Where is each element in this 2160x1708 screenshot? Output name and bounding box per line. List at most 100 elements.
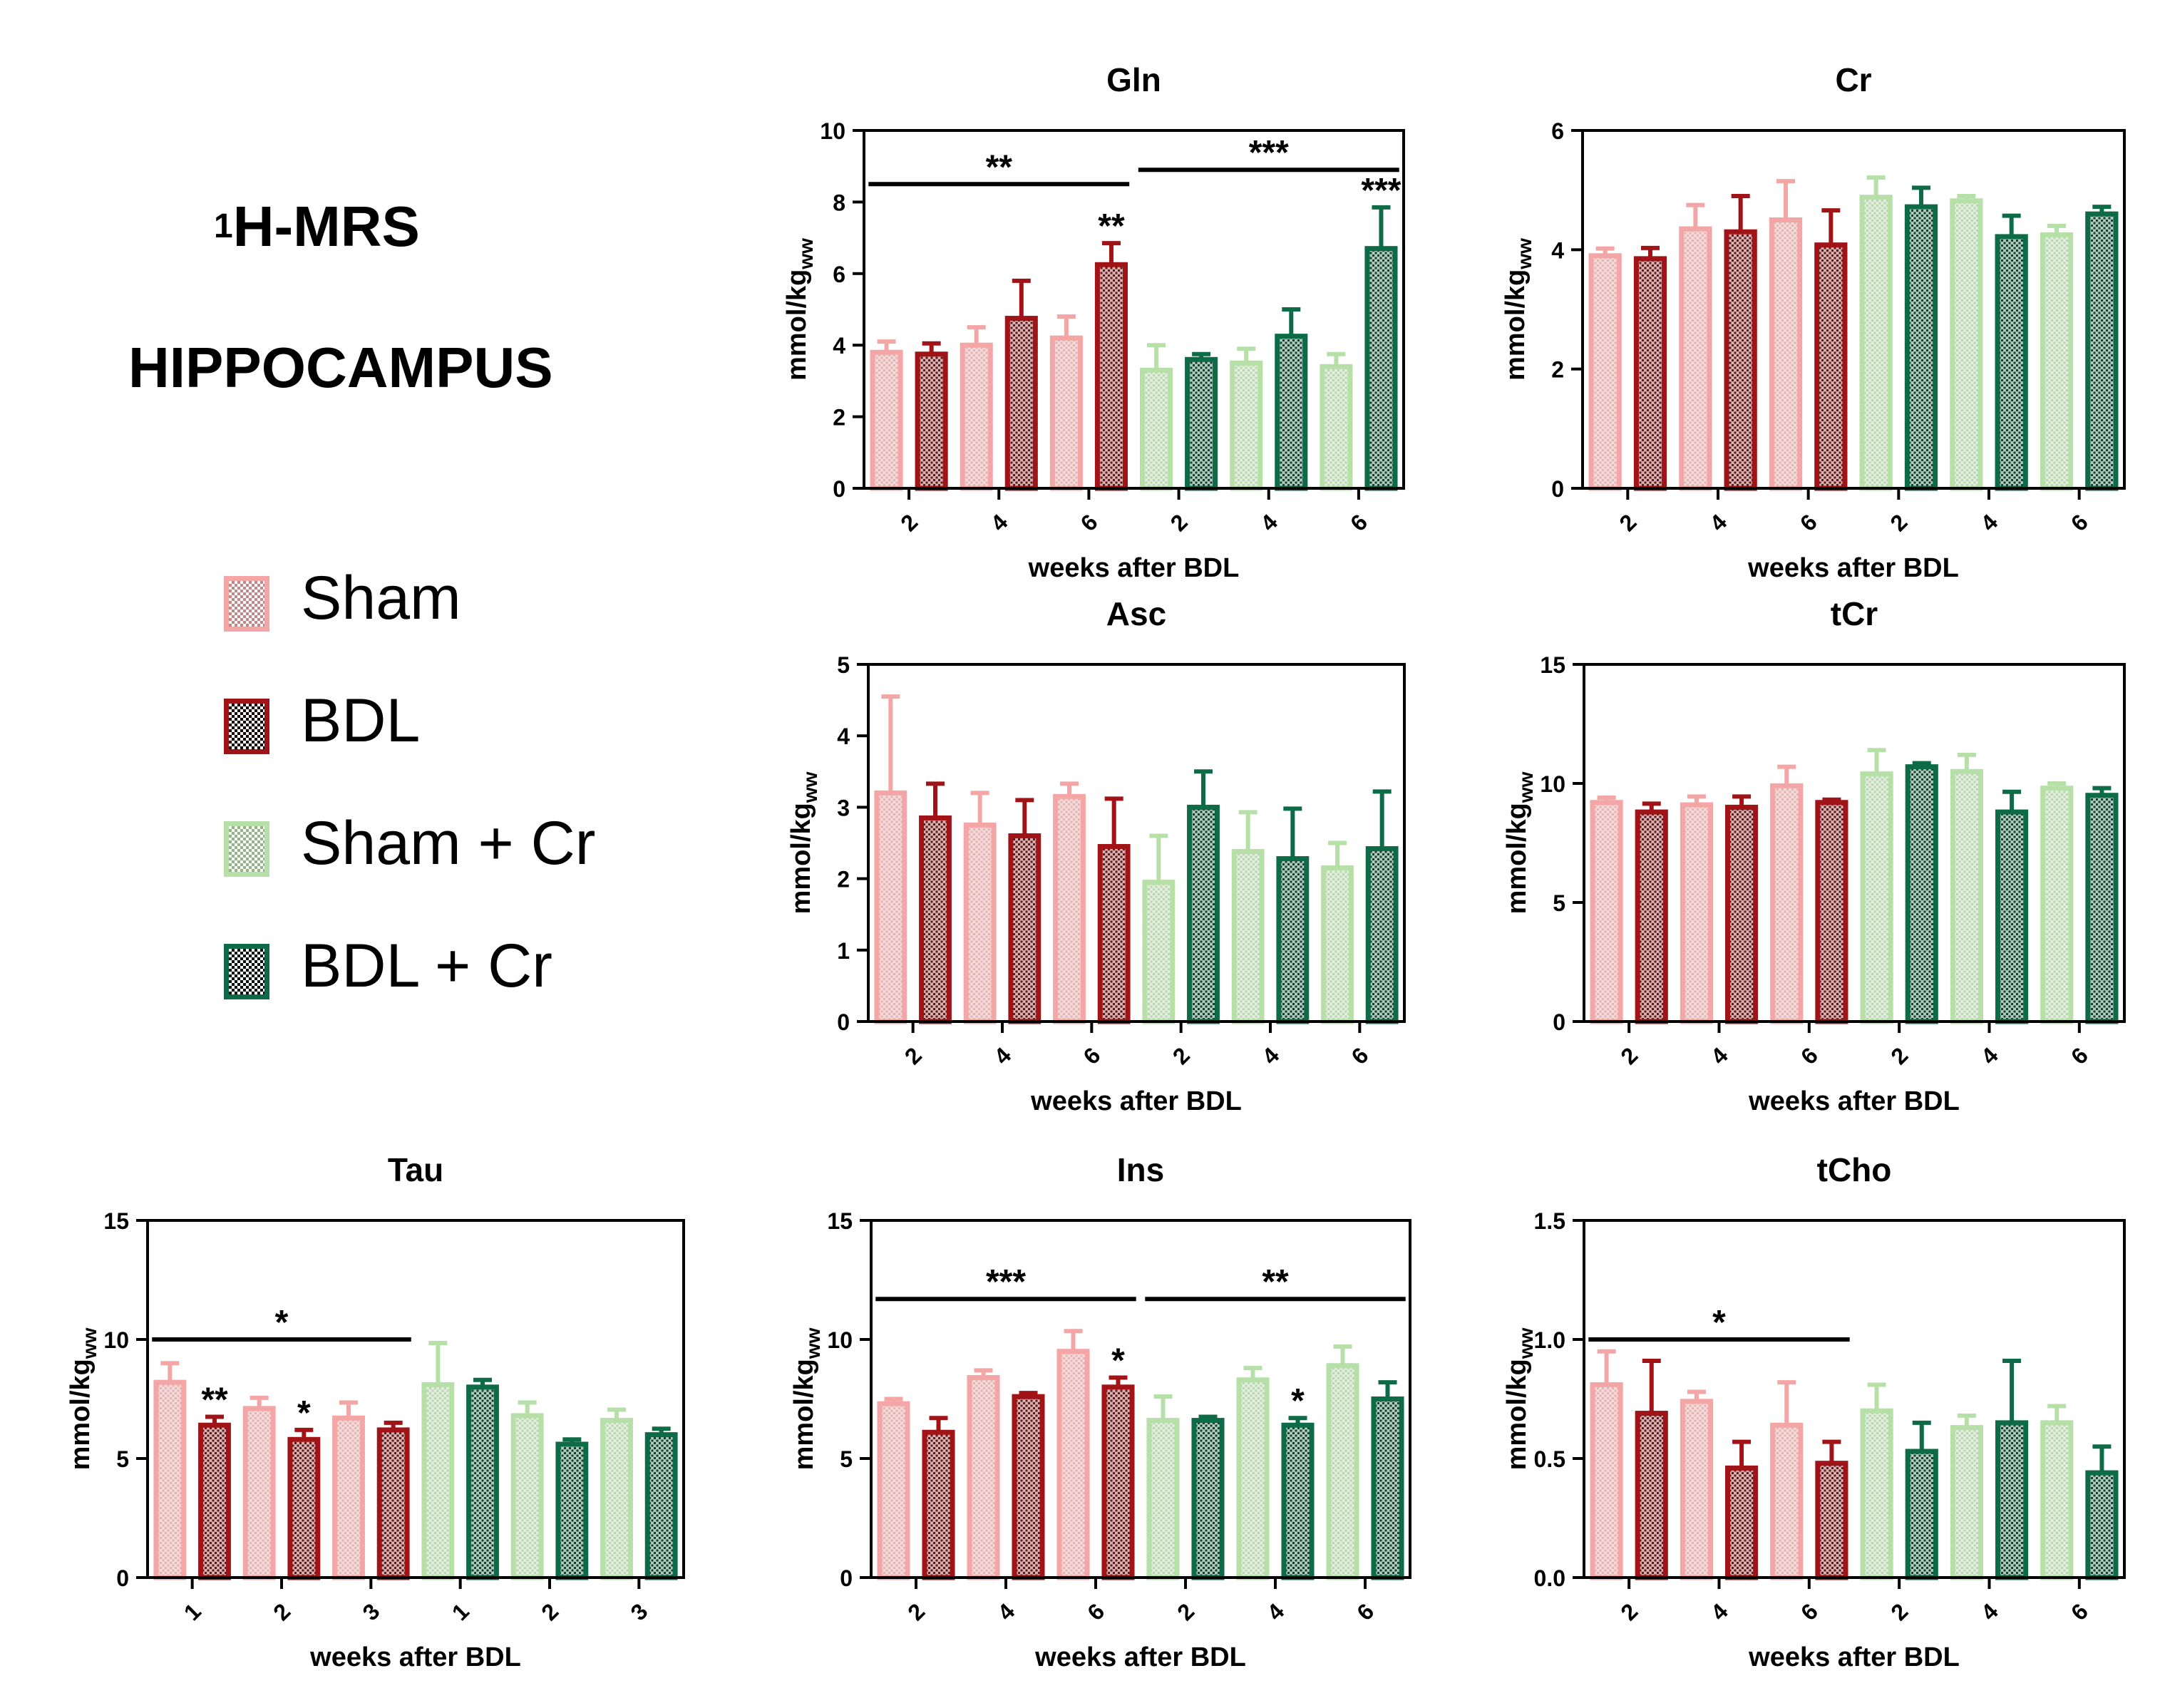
bar-fill-bdl-cr bbox=[2089, 216, 2114, 486]
x-tick-label: 6 bbox=[1079, 1042, 1106, 1069]
bar-fill-bdl bbox=[381, 1431, 406, 1575]
significance-label: * bbox=[275, 1304, 289, 1342]
y-tick-label: 5 bbox=[116, 1446, 129, 1472]
x-tick-label: 2 bbox=[1615, 1598, 1642, 1625]
bar-sham-cr bbox=[1326, 1363, 1359, 1580]
chart-title: tCr bbox=[1831, 595, 1878, 632]
y-tick-label: 5 bbox=[840, 1446, 853, 1472]
plot-frame bbox=[146, 1219, 685, 1579]
bar-fill-sham-cr bbox=[1864, 199, 1888, 486]
x-tick-label: 4 bbox=[1257, 1042, 1284, 1069]
y-axis-label: mmol/kgww bbox=[1502, 1327, 1537, 1470]
chart-asc: Asc 0 1 2 3 4 5 mmol/kgww 2 4 6 2 4 6 weeks after BDL bbox=[786, 595, 1406, 1116]
chart-title: Asc bbox=[1106, 595, 1166, 632]
y-tick-label: 2 bbox=[1551, 357, 1564, 383]
bar-fill-bdl-cr bbox=[560, 1446, 584, 1575]
y-tick-label: 0 bbox=[840, 1565, 853, 1591]
bar-fill-sham-cr bbox=[2045, 1424, 2069, 1575]
significance-marker: * bbox=[1111, 1342, 1125, 1379]
bar-bdl bbox=[1724, 229, 1757, 491]
x-tick-label: 6 bbox=[1347, 1042, 1374, 1069]
bar-fill-sham bbox=[1054, 340, 1079, 486]
bar-fill-bdl bbox=[1819, 247, 1843, 486]
bar-fill-sham bbox=[874, 354, 899, 486]
y-axis-label-main: mmol/kg bbox=[1501, 269, 1531, 381]
x-tick-label: 6 bbox=[2066, 1598, 2093, 1625]
bar-fill-bdl bbox=[923, 820, 947, 1019]
y-tick-label: 5 bbox=[837, 652, 850, 678]
technique-title-text: H-MRS bbox=[232, 195, 420, 258]
plot-frame bbox=[1583, 663, 2126, 1023]
y-tick-label: 1.5 bbox=[1534, 1208, 1565, 1234]
legend-label-bdl: BDL bbox=[301, 686, 421, 755]
bar-fill-sham bbox=[1774, 788, 1799, 1019]
bar-fill-sham-cr bbox=[1954, 202, 1978, 486]
significance-marker: * bbox=[297, 1394, 311, 1432]
x-tick-label: 2 bbox=[268, 1598, 295, 1625]
y-axis-label-sub: ww bbox=[1513, 238, 1536, 270]
bar-fill-sham-cr bbox=[515, 1417, 540, 1575]
bar-fill-sham-cr bbox=[2045, 790, 2069, 1019]
y-axis-label-sub: ww bbox=[802, 1327, 824, 1359]
x-axis-label: weeks after BDL bbox=[1747, 553, 1959, 583]
bar-fill-bdl-cr bbox=[2089, 1475, 2114, 1575]
bar-sham-cr bbox=[1236, 1377, 1270, 1580]
bar-fill-bdl-cr bbox=[2000, 1424, 2024, 1575]
bar-sham bbox=[960, 342, 993, 491]
x-tick-label: 4 bbox=[1255, 509, 1282, 536]
bar-fill-sham-cr bbox=[1146, 884, 1171, 1019]
y-axis-label-main: mmol/kg bbox=[782, 269, 812, 381]
bar-fill-sham-cr bbox=[1144, 372, 1168, 486]
bar-sham-cr bbox=[1860, 771, 1893, 1024]
bar-fill-bdl-cr bbox=[2000, 814, 2024, 1019]
bar-bdl-cr bbox=[1995, 1420, 2029, 1580]
bar-fill-bdl-cr bbox=[1909, 209, 1933, 486]
x-tick-label: 4 bbox=[1976, 1042, 2003, 1069]
x-tick-label: 2 bbox=[1166, 509, 1193, 536]
bar-fill-sham bbox=[965, 347, 989, 486]
x-tick-label: 4 bbox=[985, 509, 1012, 536]
chart-cr: Cr 0 2 4 6 mmol/kgww 2 4 6 2 4 6 weeks after BDL bbox=[1501, 61, 2126, 583]
bar-fill-bdl bbox=[1819, 1465, 1843, 1575]
bar-fill-sham bbox=[1593, 257, 1618, 486]
y-tick-label: 1.0 bbox=[1534, 1327, 1565, 1353]
bar-fill-sham-cr bbox=[1325, 870, 1349, 1019]
technique-title: 1H-MRS bbox=[214, 194, 420, 259]
x-axis-label: weeks after BDL bbox=[1030, 1086, 1242, 1116]
y-tick-label: 0 bbox=[1553, 1009, 1565, 1035]
bar-fill-sham bbox=[878, 795, 902, 1019]
bar-fill-sham-cr bbox=[1865, 1413, 1889, 1575]
significance-marker: ** bbox=[201, 1382, 228, 1419]
bar-fill-bdl-cr bbox=[1370, 850, 1394, 1019]
legend-swatch-bdl bbox=[224, 699, 269, 754]
y-axis-label-main: mmol/kg bbox=[789, 1359, 819, 1470]
plot-frame bbox=[870, 1219, 1411, 1579]
legend-label-bdl-cr: BDL + Cr bbox=[301, 932, 552, 1000]
bar-fill-bdl-cr bbox=[1280, 860, 1305, 1019]
significance-label: *** bbox=[986, 1263, 1026, 1301]
x-tick-label: 4 bbox=[1975, 509, 2002, 536]
x-tick-label: 2 bbox=[1172, 1598, 1199, 1625]
bar-fill-bdl bbox=[1729, 809, 1754, 1019]
significance-marker: ** bbox=[1098, 207, 1125, 245]
bar-fill-sham bbox=[1057, 798, 1081, 1019]
bar-fill-sham bbox=[1061, 1353, 1086, 1575]
bar-fill-bdl-cr bbox=[1910, 1453, 1934, 1575]
y-axis-label: mmol/kgww bbox=[1502, 771, 1537, 914]
bar-fill-sham-cr bbox=[1330, 1367, 1355, 1575]
x-tick-label: 4 bbox=[1706, 1598, 1733, 1625]
legend-label-sham: Sham bbox=[301, 564, 461, 632]
chart-title: Ins bbox=[1117, 1151, 1164, 1188]
y-tick-label: 0.5 bbox=[1534, 1446, 1565, 1472]
y-axis-label: mmol/kgww bbox=[782, 238, 817, 381]
y-tick-label: 0.0 bbox=[1534, 1565, 1565, 1591]
bar-fill-bdl-cr bbox=[649, 1436, 674, 1575]
plot-frame bbox=[863, 129, 1405, 490]
x-tick-label: 2 bbox=[1886, 509, 1913, 536]
x-tick-label: 4 bbox=[1706, 1042, 1733, 1069]
chart-title: Cr bbox=[1835, 61, 1871, 98]
legend-swatch-sham bbox=[224, 576, 269, 632]
chart-tcho: tCho 0.0 0.5 1.0 1.5 mmol/kgww 2 4 6 2 4 6 weeks aft… bbox=[1502, 1151, 2126, 1672]
x-tick-label: 6 bbox=[2066, 1042, 2093, 1069]
bar-bdl bbox=[1725, 1465, 1759, 1580]
